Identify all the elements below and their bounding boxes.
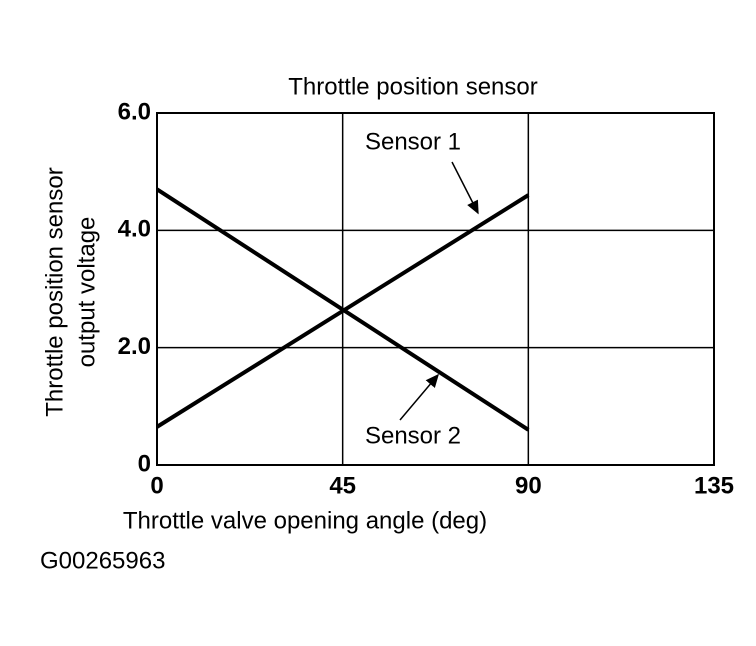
series-label: Sensor 2 bbox=[365, 422, 461, 449]
x-tick-label: 45 bbox=[329, 472, 356, 499]
footnote: G00265963 bbox=[40, 547, 165, 574]
y-tick-label: 6.0 bbox=[118, 98, 151, 125]
y-axis-label: output voltage bbox=[73, 217, 100, 368]
x-tick-label: 135 bbox=[694, 472, 734, 499]
callout-arrow bbox=[451, 161, 479, 215]
series-label: Sensor 1 bbox=[365, 128, 461, 155]
callout-arrow bbox=[399, 373, 439, 421]
x-axis-label: Throttle valve opening angle (deg) bbox=[123, 507, 487, 534]
y-tick-label: 0 bbox=[138, 450, 151, 477]
x-tick-label: 90 bbox=[515, 472, 542, 499]
plot-frame bbox=[156, 112, 715, 466]
y-tick-label: 2.0 bbox=[118, 333, 151, 360]
y-tick-label: 4.0 bbox=[118, 216, 151, 243]
chart-title: Throttle position sensor bbox=[288, 73, 537, 100]
series-line bbox=[155, 187, 530, 432]
y-axis-label: Throttle position sensor bbox=[41, 167, 68, 416]
x-tick-label: 0 bbox=[150, 472, 163, 499]
